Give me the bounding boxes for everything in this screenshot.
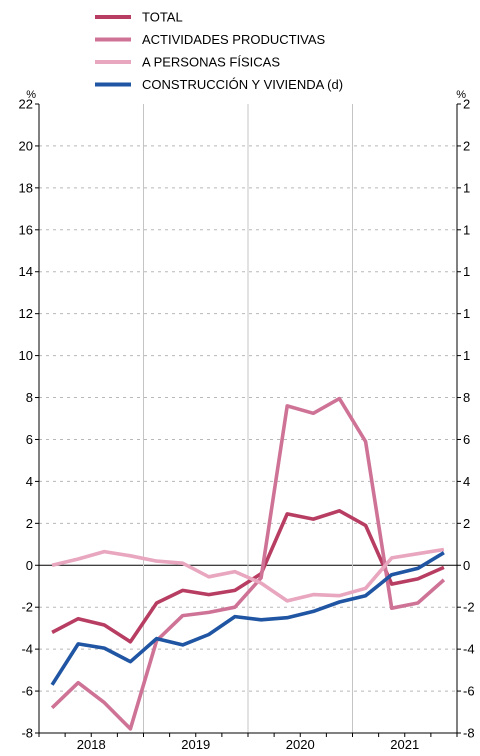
- legend-label: TOTAL: [142, 10, 183, 25]
- y-tick-label-left: 20: [19, 138, 33, 153]
- y-tick-label-left: 4: [26, 474, 33, 489]
- y-tick-label-left: 18: [19, 180, 33, 195]
- x-year-label: 2021: [390, 737, 419, 751]
- legend-label: ACTIVIDADES PRODUCTIVAS: [142, 32, 326, 47]
- series: [50, 396, 446, 731]
- legend-label: A PERSONAS FÍSICAS: [142, 55, 280, 70]
- legend: TOTAL ACTIVIDADES PRODUCTIVAS A PERSONAS F…: [95, 10, 343, 92]
- y-tick-label-left: 0: [26, 558, 33, 573]
- y-tick-label-right: 0: [463, 558, 470, 573]
- y-tick-label-right: 2: [463, 516, 470, 531]
- y-tick-label-right: -8: [463, 726, 475, 741]
- y-tick-label-right: -6: [463, 684, 475, 699]
- series-line-2: [50, 396, 446, 731]
- y-tick-label-left: -2: [21, 600, 33, 615]
- y-tick-label-left: 12: [19, 306, 33, 321]
- series-line-3: [51, 547, 445, 603]
- y-tick-label-right: 4: [463, 474, 470, 489]
- legend-label: CONSTRUCCIÓN Y VIVIENDA (d): [142, 77, 343, 92]
- y-tick-label-left: 14: [19, 264, 33, 279]
- y-tick-label-right: 1: [463, 222, 470, 237]
- y-tick-label-right: 1: [463, 180, 470, 195]
- y-tick-label-right: 6: [463, 432, 470, 447]
- y-tick-label-left: 8: [26, 390, 33, 405]
- y-tick-label-right: 2: [463, 138, 470, 153]
- y-unit-left: %: [26, 89, 36, 101]
- y-tick-label-right: 8: [463, 390, 470, 405]
- series-line-1: [51, 508, 445, 644]
- x-year-label: 2020: [286, 737, 315, 751]
- y-tick-label-right: -4: [463, 642, 475, 657]
- y-unit-right: %: [456, 89, 466, 101]
- y-tick-label-right: 1: [463, 306, 470, 321]
- axes: -8 -8-6 -6-4 -4-2 -20 02 24 46 68 810 112 114 116 118…: [19, 89, 475, 752]
- y-tick-label-left: -4: [21, 642, 33, 657]
- y-tick-label-right: 1: [463, 264, 470, 279]
- y-tick-label-left: 6: [26, 432, 33, 447]
- y-tick-label-left: 22: [19, 97, 33, 112]
- y-tick-label-left: -8: [21, 726, 33, 741]
- y-tick-label-right: 2: [463, 97, 470, 112]
- y-tick-label-left: 2: [26, 516, 33, 531]
- y-tick-label-left: 16: [19, 222, 33, 237]
- series-line-4: [50, 551, 445, 686]
- y-tick-label-right: -2: [463, 600, 475, 615]
- y-tick-label-right: 1: [463, 348, 470, 363]
- grid: [39, 104, 457, 733]
- x-year-label: 2019: [181, 737, 210, 751]
- y-tick-label-left: 10: [19, 348, 33, 363]
- x-year-label: 2018: [77, 737, 106, 751]
- y-tick-label-left: -6: [21, 684, 33, 699]
